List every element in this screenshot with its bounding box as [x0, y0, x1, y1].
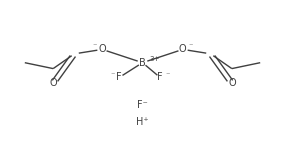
Text: ⁻: ⁻ [110, 70, 114, 79]
Text: F⁻: F⁻ [137, 100, 148, 110]
Text: 3+: 3+ [150, 56, 160, 62]
Text: ⁻: ⁻ [165, 70, 169, 79]
Text: O: O [98, 44, 106, 54]
Text: O: O [179, 44, 187, 54]
Text: ⁻: ⁻ [92, 42, 97, 51]
Text: B: B [139, 58, 146, 68]
Text: F: F [117, 72, 122, 82]
Text: H⁺: H⁺ [136, 117, 149, 128]
Text: ⁻: ⁻ [188, 42, 193, 51]
Text: F: F [157, 72, 163, 82]
Text: O: O [228, 78, 236, 88]
Text: O: O [49, 78, 57, 88]
